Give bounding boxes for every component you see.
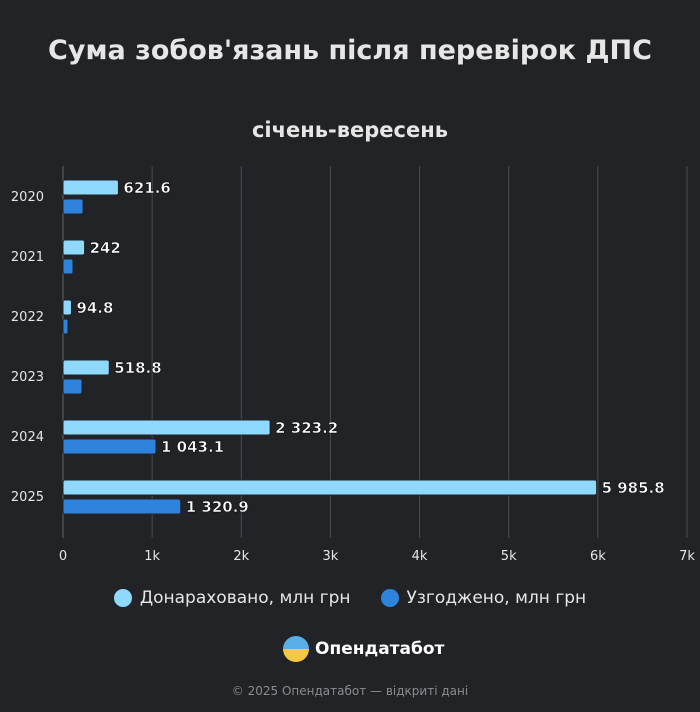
bar-uzgodzheno-2025 <box>62 498 182 515</box>
legend-item-donarakhovano[interactable]: Донараховано, млн грн <box>113 588 351 608</box>
data-label: 518.8 <box>114 359 161 377</box>
y-tick-label: 2020 <box>11 190 44 205</box>
bar-donarakhovano-2024 <box>62 419 271 436</box>
logo-icon <box>283 636 309 662</box>
plot-area: 0 1k 2k 3k 4k 5k 6k 7k 2020 621.6 2021 242 2022 94.8 2… <box>11 166 695 564</box>
legend-label: Узгоджено, млн грн <box>406 588 587 608</box>
data-label: 2 323.2 <box>275 419 338 437</box>
legend: Донараховано, млн грн Узгоджено, млн грн <box>0 588 700 608</box>
bar-donarakhovano-2022 <box>62 299 72 316</box>
legend-item-uzgodzheno[interactable]: Узгоджено, млн грн <box>380 588 587 608</box>
data-label: 1 043.1 <box>161 438 224 456</box>
x-tick-label: 3k <box>323 549 339 564</box>
x-tick-label: 2k <box>233 549 249 564</box>
opendatabot-logo: Опендатабот <box>283 636 444 662</box>
chart-subtitle: січень-вересень <box>251 118 449 142</box>
bar-uzgodzheno-2020 <box>62 198 84 215</box>
data-label: 94.8 <box>76 299 113 317</box>
y-tick-label: 2023 <box>11 370 44 385</box>
y-tick-label: 2025 <box>11 490 44 505</box>
bar-uzgodzheno-2023 <box>62 378 83 395</box>
y-tick-label: 2022 <box>11 310 44 325</box>
data-label: 5 985.8 <box>602 479 665 497</box>
legend-marker <box>380 589 399 607</box>
bar-donarakhovano-2020 <box>62 179 119 196</box>
x-tick-label: 6k <box>590 549 606 564</box>
legend-marker <box>113 589 132 607</box>
data-label: 1 320.9 <box>186 498 249 516</box>
y-tick-label: 2021 <box>11 250 44 265</box>
x-tick-label: 0 <box>59 549 67 564</box>
x-tick-label: 7k <box>679 549 695 564</box>
x-tick-label: 5k <box>501 549 517 564</box>
bar-uzgodzheno-2022 <box>62 318 69 335</box>
x-tick-label: 4k <box>412 549 428 564</box>
bar-uzgodzheno-2024 <box>62 438 157 455</box>
bar-donarakhovano-2021 <box>62 239 86 256</box>
logo-text: Опендатабот <box>315 639 445 659</box>
data-label: 242 <box>90 239 121 257</box>
bar-donarakhovano-2023 <box>62 359 110 376</box>
y-tick-label: 2024 <box>11 430 44 445</box>
chart-title: Сума зобов'язань після перевірок ДПС <box>48 35 652 66</box>
data-label: 621.6 <box>123 179 170 197</box>
x-tick-label: 1k <box>144 549 160 564</box>
bar-uzgodzheno-2021 <box>62 258 74 275</box>
footer: © 2025 Опендатабот — відкриті дані <box>231 684 469 698</box>
legend-label: Донараховано, млн грн <box>139 588 351 608</box>
bar-donarakhovano-2025 <box>62 479 598 496</box>
